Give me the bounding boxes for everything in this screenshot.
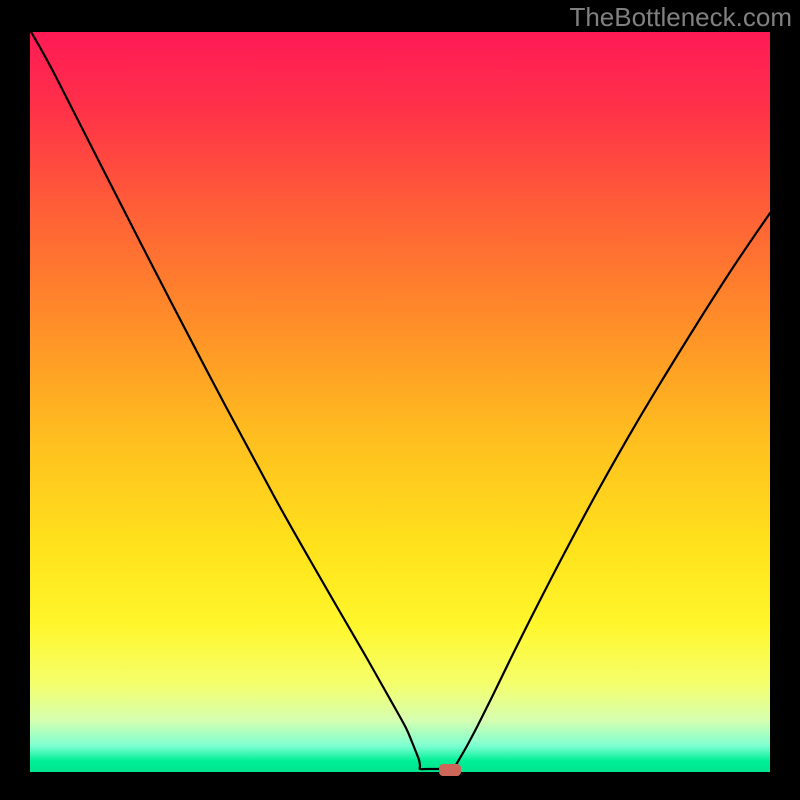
bottleneck-chart: TheBottleneck.com	[0, 0, 800, 800]
bottleneck-curve	[30, 32, 770, 772]
optimal-marker	[439, 764, 461, 776]
watermark-text: TheBottleneck.com	[569, 2, 792, 33]
plot-area	[30, 32, 770, 772]
